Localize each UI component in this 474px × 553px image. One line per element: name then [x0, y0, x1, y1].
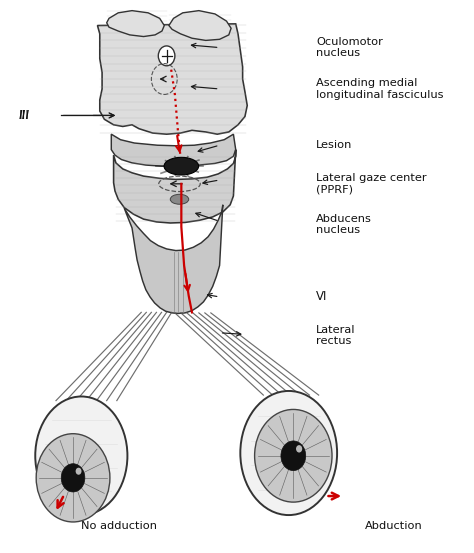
Polygon shape	[114, 150, 236, 223]
Text: Abducens
nucleus: Abducens nucleus	[316, 214, 372, 236]
Circle shape	[36, 434, 110, 522]
Polygon shape	[169, 11, 231, 40]
Circle shape	[61, 464, 85, 492]
Ellipse shape	[35, 397, 128, 515]
Circle shape	[158, 46, 175, 66]
Text: Lateral gaze center
(PPRF): Lateral gaze center (PPRF)	[316, 173, 427, 195]
Circle shape	[281, 441, 306, 471]
Polygon shape	[124, 205, 223, 314]
Text: Abduction: Abduction	[365, 521, 422, 531]
Ellipse shape	[240, 391, 337, 515]
Text: Ascending medial
longitudinal fasciculus: Ascending medial longitudinal fasciculus	[316, 78, 444, 100]
Circle shape	[76, 468, 82, 474]
Circle shape	[296, 445, 302, 452]
Circle shape	[255, 409, 332, 502]
Text: III: III	[19, 109, 30, 122]
Text: VI: VI	[316, 290, 328, 304]
Text: No adduction: No adduction	[82, 521, 157, 531]
Polygon shape	[111, 134, 236, 166]
Polygon shape	[98, 24, 247, 134]
Polygon shape	[107, 11, 164, 36]
Text: Lesion: Lesion	[316, 140, 353, 150]
Ellipse shape	[164, 158, 199, 175]
Ellipse shape	[170, 194, 189, 204]
Text: Lateral
rectus: Lateral rectus	[316, 325, 356, 346]
Text: Oculomotor
nucleus: Oculomotor nucleus	[316, 37, 383, 59]
Text: III: III	[19, 109, 30, 122]
